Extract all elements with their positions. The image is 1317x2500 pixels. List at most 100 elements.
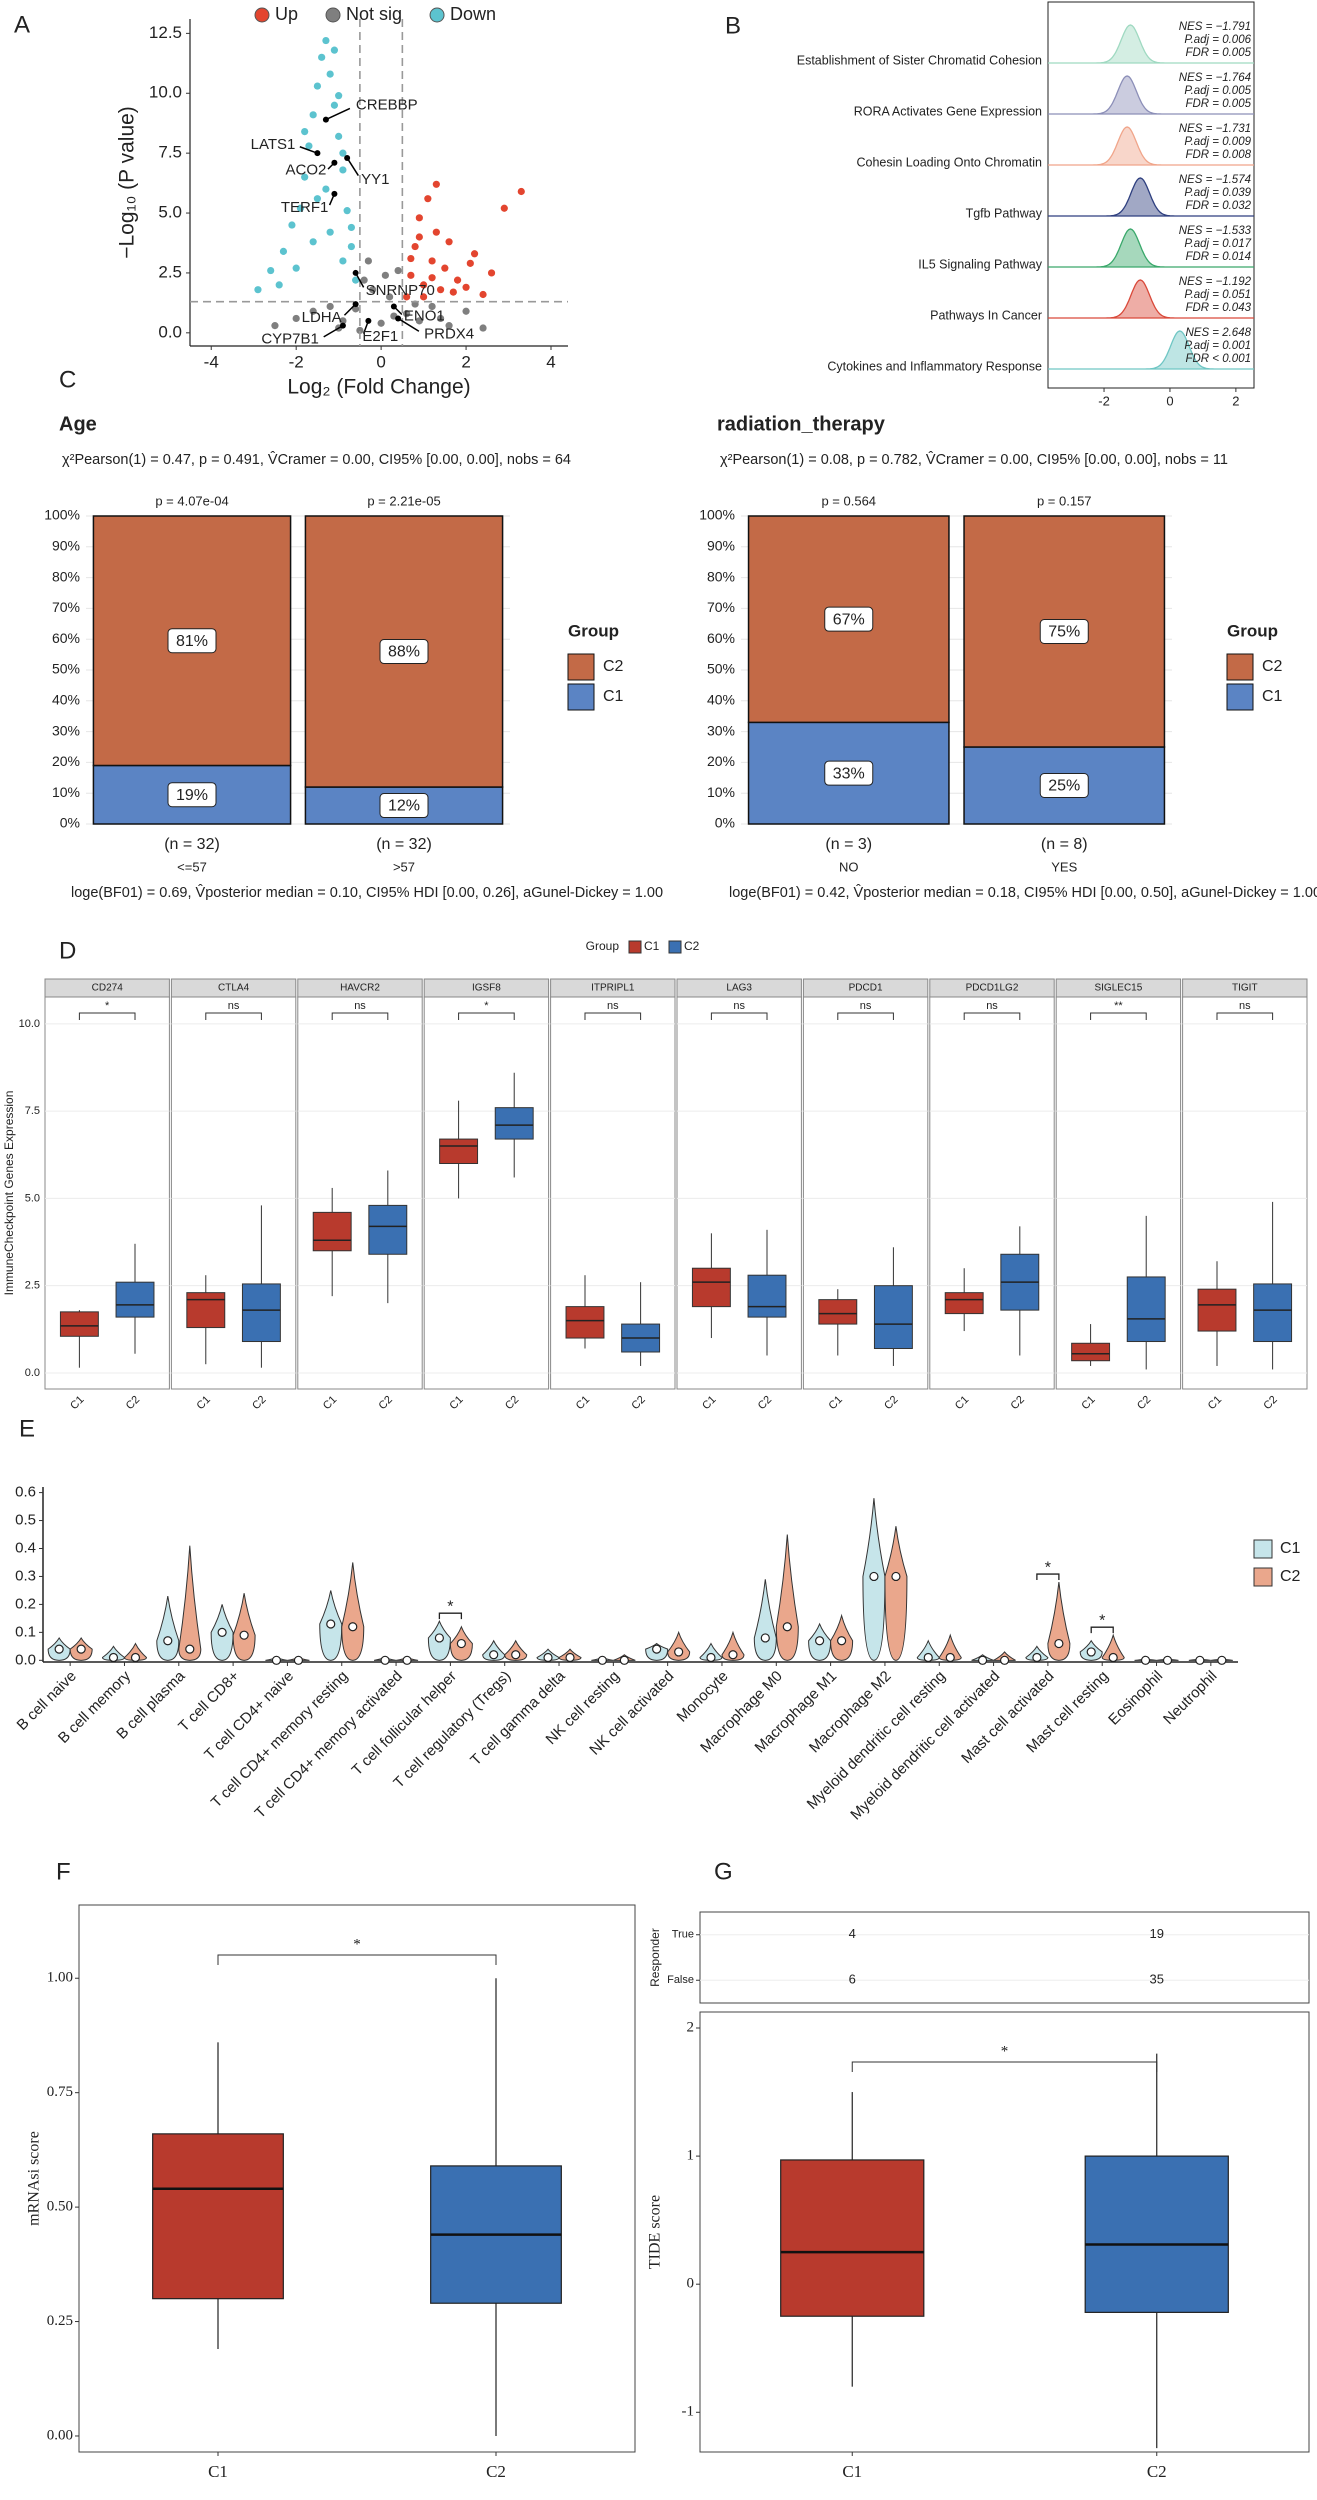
box [1084, 2155, 1229, 2313]
box [368, 1204, 408, 1255]
legend-marker [254, 7, 270, 23]
pathway-stat: P.adj = 0.005 [1184, 85, 1251, 97]
y-tick-label: 80% [707, 568, 735, 584]
point [356, 326, 364, 335]
pathway-stat: NES = −1.192 [1179, 276, 1252, 288]
point [335, 132, 343, 140]
table-cell: 6 [849, 1972, 856, 1987]
mean-dot [1108, 1652, 1118, 1663]
x-tick-label: C1 [447, 1394, 465, 1412]
violin [1047, 1581, 1071, 1661]
x-tick-label: C2 [1009, 1394, 1027, 1412]
pathway-stat: FDR = 0.014 [1185, 251, 1251, 263]
point [309, 111, 317, 119]
box [818, 1299, 858, 1325]
significance-label: ns [733, 1000, 745, 1012]
facet-panel [929, 996, 1055, 1390]
legend-swatch [628, 940, 642, 954]
y-tick-label: 7.5 [25, 1105, 40, 1117]
facet-label: CD274 [92, 983, 124, 994]
violin [775, 1534, 799, 1661]
pathway-stat: P.adj = 0.006 [1184, 34, 1251, 46]
y-tick-label: 0.75 [47, 2084, 73, 2100]
point [462, 307, 470, 315]
y-tick-label: 70% [52, 599, 80, 615]
pathway-stat: P.adj = 0.009 [1184, 136, 1251, 148]
mean-dot [76, 1644, 86, 1654]
facet-label: TIGIT [1232, 983, 1258, 994]
y-tick-label: 40% [707, 692, 735, 708]
caption: loge(BF01) = 0.42, V̂posterior median = … [729, 883, 1317, 900]
mean-dot [782, 1622, 792, 1632]
significance-bracket [851, 2061, 1158, 2072]
facet-strip [1055, 978, 1182, 998]
x-tick-label: C1 [321, 1394, 339, 1412]
pathway-label: Pathways In Cancer [930, 308, 1042, 322]
significance-bracket [458, 1012, 515, 1020]
y-tick-label: 70% [707, 599, 735, 615]
pathway-stat: NES = −1.764 [1179, 72, 1251, 84]
point [347, 223, 355, 232]
x-tick-label: C1 [953, 1394, 971, 1412]
y-tick-label: 60% [707, 630, 735, 646]
gene-leader [397, 317, 420, 332]
point [313, 195, 322, 203]
x-tick-label: NO [839, 859, 859, 874]
mean-dot [130, 1652, 141, 1663]
gene-leader [327, 162, 335, 170]
facet-label: SIGLEC15 [1094, 983, 1142, 994]
x-tick-label: 2 [1232, 393, 1239, 408]
violin [884, 1526, 908, 1661]
y-tick-label: 0.3 [15, 1567, 36, 1584]
y-tick-label: 2 [687, 2019, 695, 2035]
table-frame [699, 1911, 1310, 2004]
x-tick-label: -2 [289, 352, 304, 371]
y-tick-label: 100% [699, 507, 735, 523]
mean-dot [402, 1655, 412, 1665]
mean-dot [108, 1652, 119, 1663]
facet-label: LAG3 [726, 983, 752, 994]
facet-strip [44, 978, 170, 998]
mean-dot [1054, 1638, 1064, 1649]
x-tick-label: C1 [574, 1394, 592, 1412]
x-tick-label: C1 [208, 2462, 228, 2481]
box [115, 1281, 155, 1318]
point [335, 92, 343, 100]
legend-label: C2 [603, 658, 624, 675]
point [445, 238, 453, 246]
y-tick-label: 0.00 [47, 2427, 73, 2443]
legend-title: Group [586, 939, 620, 953]
x-tick-label: C2 [1261, 1394, 1279, 1412]
point [479, 290, 487, 299]
gene-label: YY1 [361, 171, 389, 188]
point [428, 274, 436, 282]
box [186, 1292, 226, 1329]
point [301, 173, 309, 181]
panel-letter: E [19, 1415, 35, 1442]
mean-dot [652, 1644, 662, 1654]
chart-title: Age [59, 413, 97, 435]
box [494, 1107, 534, 1140]
significance-label: ns [228, 1000, 240, 1012]
point [500, 204, 508, 212]
facet-strip [929, 978, 1055, 998]
mean-dot [945, 1652, 955, 1663]
point [326, 70, 334, 78]
x-tick-label: C1 [1206, 1394, 1224, 1412]
point [322, 36, 330, 45]
x-tick-label: C1 [700, 1394, 718, 1412]
chart-subtitle: χ²Pearson(1) = 0.08, p = 0.782, V̂Cramer… [720, 450, 1228, 467]
x-tick-label: C2 [503, 1394, 521, 1412]
facet-panel [423, 996, 550, 1390]
significance-bracket [331, 1012, 389, 1020]
legend-swatch [1253, 1539, 1273, 1559]
significance-bracket [963, 1012, 1021, 1020]
box [1253, 1283, 1293, 1343]
legend-marker [325, 7, 341, 23]
significance-bracket [1090, 1012, 1147, 1020]
count-label: (n = 32) [164, 836, 220, 853]
x-tick-label: C2 [882, 1394, 900, 1412]
y-axis-title: −Log₁₀ (P value) [116, 106, 139, 259]
pathway-label: RORA Activates Gene Expression [854, 104, 1042, 118]
